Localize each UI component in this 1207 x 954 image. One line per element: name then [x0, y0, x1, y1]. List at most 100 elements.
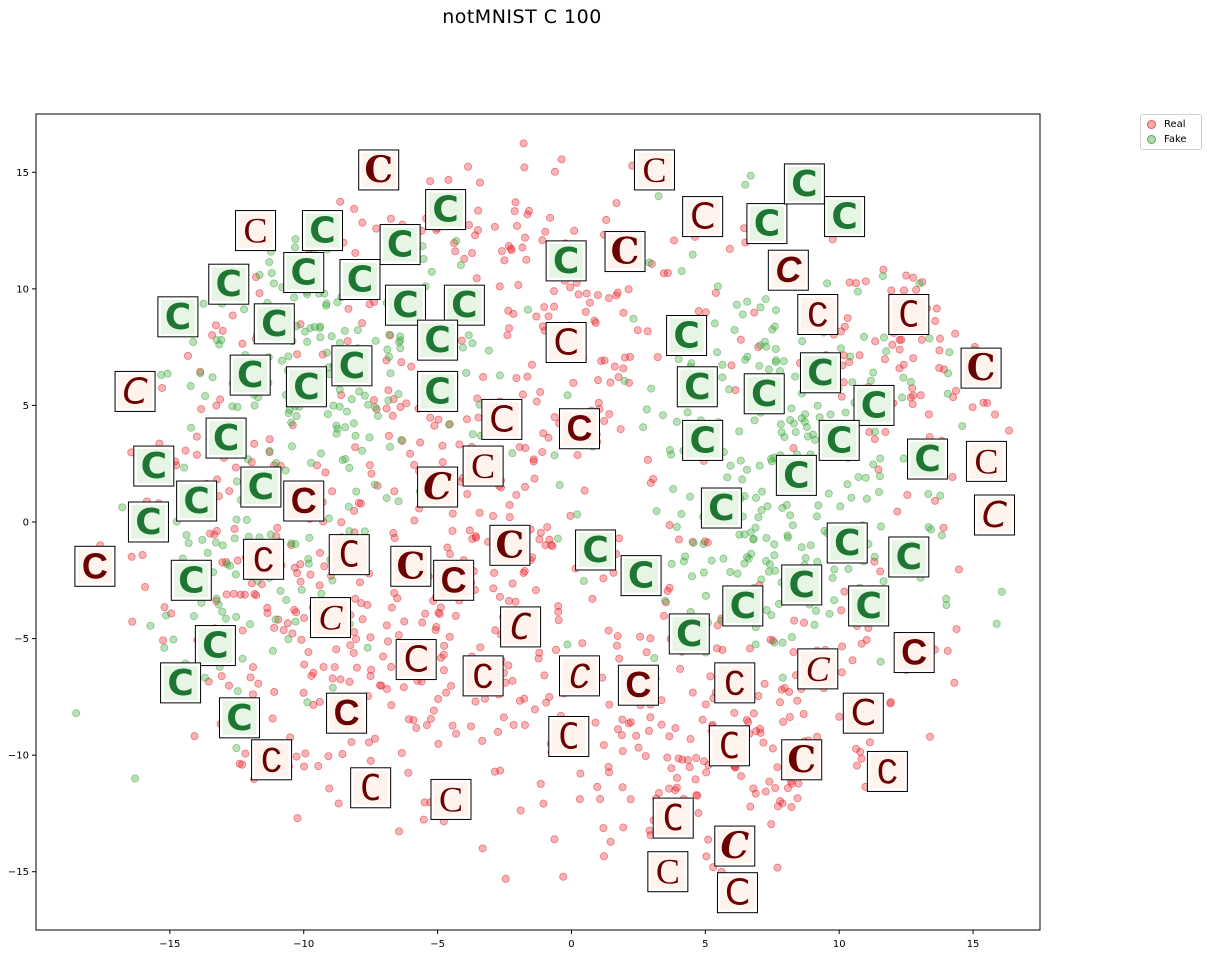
real-point: [744, 718, 753, 727]
fake-point: [232, 744, 241, 753]
thumbnail-background: [131, 505, 166, 539]
real-point: [296, 320, 305, 329]
real-point: [881, 428, 890, 437]
glyph-c-icon: C: [898, 295, 920, 336]
fake-point: [735, 530, 744, 539]
real-point: [472, 533, 481, 542]
legend-entry-fake: Fake: [1147, 133, 1187, 146]
fake-thumbnail: C: [722, 585, 764, 627]
real-point: [550, 413, 559, 422]
glyph-c-icon: C: [167, 663, 193, 704]
fake-point: [291, 617, 300, 626]
glyph-c-icon: C: [725, 873, 750, 914]
real-point: [394, 631, 403, 640]
real-point: [297, 635, 306, 644]
real-point: [499, 713, 508, 722]
real-point: [665, 784, 674, 793]
fake-point: [876, 657, 885, 666]
real-thumbnail: C: [617, 664, 659, 706]
fake-series: [72, 171, 1006, 783]
real-point: [749, 709, 758, 718]
thumbnail-background: [827, 199, 862, 234]
fake-point: [228, 402, 237, 411]
fake-point: [276, 586, 285, 595]
real-point: [420, 798, 429, 807]
fake-point: [810, 620, 819, 629]
real-point: [837, 668, 846, 677]
real-point: [315, 697, 324, 706]
x-tick-label: −5: [430, 939, 445, 950]
fake-point: [699, 568, 708, 577]
real-point: [672, 783, 681, 792]
real-point: [387, 701, 396, 710]
real-point: [736, 335, 745, 344]
real-point: [402, 399, 411, 408]
thumbnail-background: [669, 318, 704, 353]
fake-point: [324, 514, 333, 523]
real-point: [765, 777, 774, 786]
real-point: [773, 763, 782, 772]
real-point: [300, 660, 309, 669]
fake-point: [687, 359, 696, 368]
real-point: [509, 309, 518, 318]
real-point: [268, 714, 277, 723]
real-point: [594, 398, 603, 407]
thumbnail-background: [163, 665, 198, 700]
fake-point: [187, 423, 196, 432]
glyph-c-icon: C: [364, 149, 393, 191]
real-thumbnail: C: [390, 545, 432, 587]
thumbnail-background: [800, 297, 835, 332]
real-point: [159, 636, 168, 645]
fake-point: [332, 429, 341, 438]
real-point: [352, 663, 361, 672]
thumbnail-background: [211, 267, 246, 302]
fake-point: [385, 330, 394, 339]
glyph-c-icon: C: [787, 739, 816, 781]
fake-point: [215, 340, 224, 349]
fake-point: [351, 431, 360, 440]
fake-point: [688, 250, 697, 259]
real-point: [336, 197, 345, 206]
thumbnail-background: [160, 299, 195, 334]
fake-point: [232, 477, 241, 486]
real-point: [761, 787, 770, 796]
glyph-c-icon: C: [135, 502, 161, 543]
real-point: [505, 513, 514, 522]
real-point: [793, 696, 802, 705]
real-point: [443, 543, 452, 552]
real-point: [410, 516, 419, 525]
real-point: [475, 178, 484, 187]
real-point: [438, 441, 447, 450]
real-point: [395, 827, 404, 836]
fake-point: [778, 503, 787, 512]
real-point: [273, 523, 282, 532]
fake-point: [992, 619, 1001, 628]
real-point: [489, 584, 498, 593]
real-point: [541, 227, 550, 236]
fake-point: [841, 408, 850, 417]
real-point: [505, 500, 514, 509]
real-point: [774, 802, 783, 811]
real-point: [731, 386, 740, 395]
real-point: [665, 521, 674, 530]
real-point: [617, 731, 626, 740]
fake-point: [291, 235, 300, 244]
fake-point: [322, 299, 331, 308]
real-point: [951, 386, 960, 395]
fake-point: [788, 521, 797, 530]
real-point: [604, 626, 613, 635]
real-thumbnail: C: [251, 739, 293, 783]
real-point: [370, 734, 379, 743]
fake-thumbnail: C: [853, 384, 895, 426]
real-point: [862, 635, 871, 644]
real-point: [777, 685, 786, 694]
real-point: [861, 277, 870, 286]
fake-point: [386, 369, 395, 378]
real-point: [544, 312, 553, 321]
real-point: [531, 586, 540, 595]
fake-point: [679, 557, 688, 566]
fake-thumbnail: C: [253, 303, 295, 345]
fake-point: [555, 481, 564, 490]
fake-point: [830, 565, 839, 574]
real-point: [539, 799, 548, 808]
